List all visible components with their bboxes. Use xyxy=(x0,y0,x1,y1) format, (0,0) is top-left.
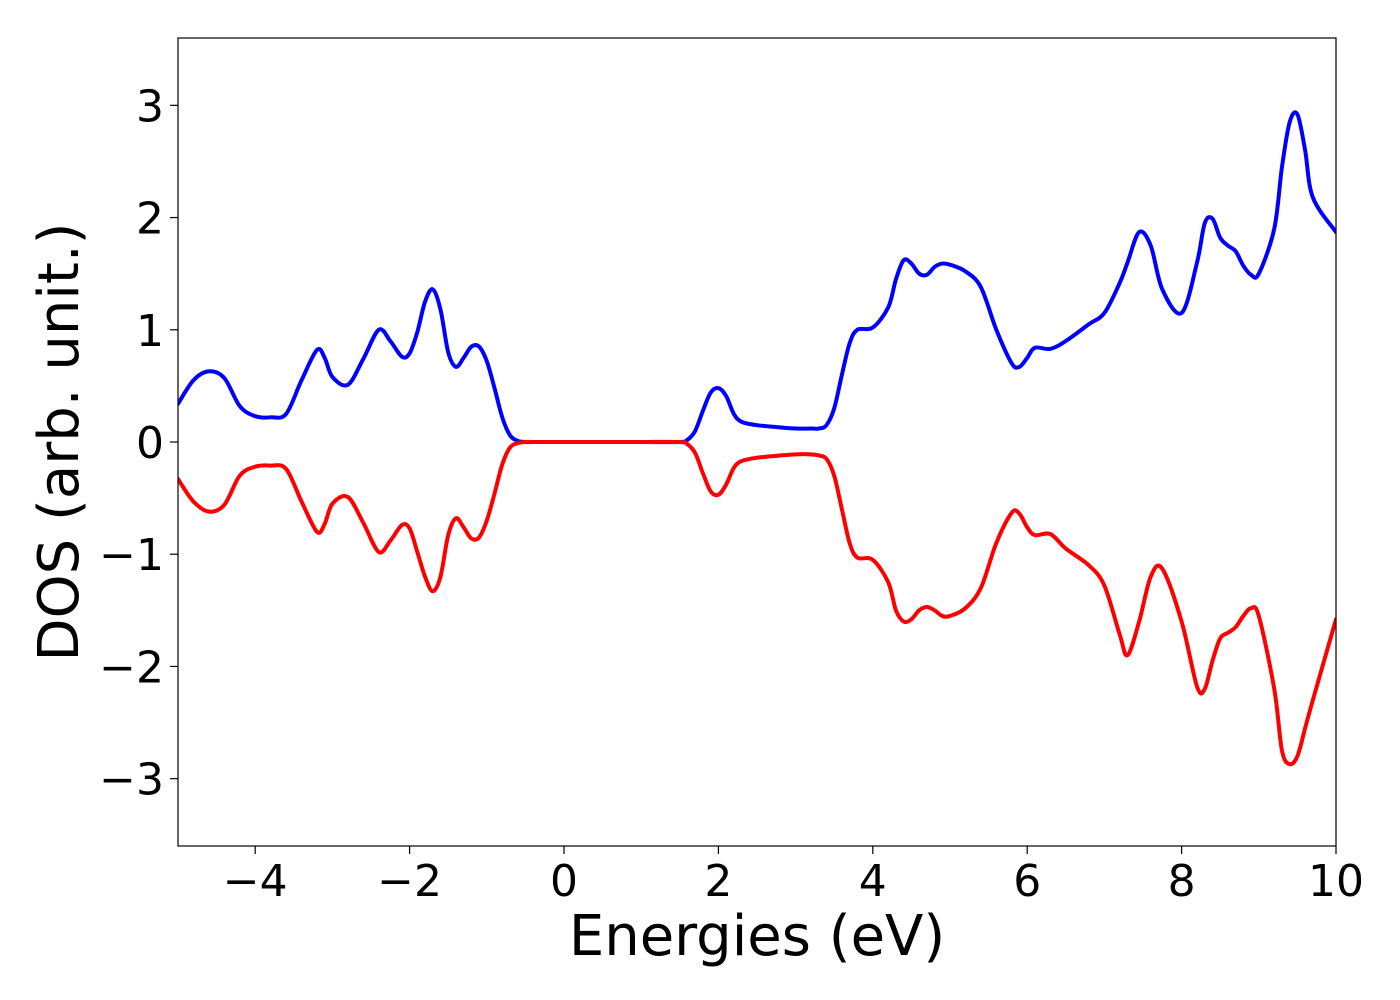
x-axis-label: Energies (eV) xyxy=(569,904,945,969)
y-axis: 3 2 1 0 −1 −2 −3 xyxy=(99,81,178,806)
x-tick-label: 2 xyxy=(704,856,732,907)
x-tick-label: 0 xyxy=(550,856,578,907)
y-tick-label: 3 xyxy=(136,81,164,132)
y-tick-label: 0 xyxy=(136,418,164,469)
y-tick-label: 1 xyxy=(136,306,164,357)
x-tick-label: −4 xyxy=(223,856,288,907)
y-tick-label: −1 xyxy=(99,530,164,581)
x-tick-label: 4 xyxy=(859,856,887,907)
y-tick-label: −2 xyxy=(99,642,164,693)
x-tick-label: 6 xyxy=(1013,856,1041,907)
x-tick-label: 10 xyxy=(1308,856,1364,907)
y-tick-label: 2 xyxy=(136,194,164,245)
y-tick-label: −3 xyxy=(99,755,164,806)
series-line-2 xyxy=(178,439,1336,767)
x-tick-label: 8 xyxy=(1168,856,1196,907)
x-axis: −4 −2 0 2 4 6 8 10 xyxy=(223,846,1364,907)
y-axis-label: DOS (arb. unit.) xyxy=(27,222,92,661)
series-layer xyxy=(178,110,1336,767)
series-line-1 xyxy=(178,110,1336,445)
x-tick-label: −2 xyxy=(377,856,442,907)
